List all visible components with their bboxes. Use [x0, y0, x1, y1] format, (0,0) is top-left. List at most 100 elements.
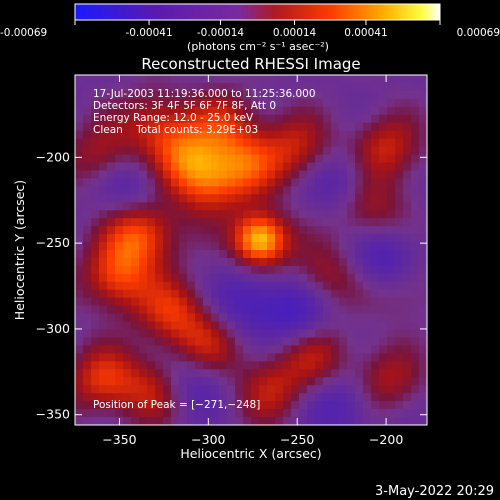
heatmap-cell	[275, 218, 284, 227]
heatmap-cell	[139, 369, 148, 378]
heatmap-cell	[339, 377, 348, 386]
heatmap-cell	[195, 257, 204, 267]
heatmap-cell	[355, 186, 364, 195]
heatmap-cell	[91, 202, 100, 211]
heatmap-cell	[211, 122, 220, 132]
heatmap-cell	[75, 313, 84, 323]
heatmap-cell	[291, 122, 300, 132]
heatmap-cell	[123, 138, 132, 148]
heatmap-cell	[411, 265, 420, 275]
heatmap-cell	[315, 106, 324, 116]
heatmap-cell	[187, 202, 196, 211]
heatmap-cell	[107, 90, 116, 100]
heatmap-cell	[291, 138, 300, 148]
heatmap-cell	[187, 178, 196, 187]
heatmap-cell	[195, 218, 204, 227]
heatmap-cell	[355, 218, 364, 227]
heatmap-cell	[179, 130, 188, 140]
heatmap-cell	[203, 154, 212, 164]
heatmap-cell	[195, 202, 204, 211]
heatmap-cell	[395, 106, 404, 116]
heatmap-cell	[155, 353, 164, 362]
heatmap-cell	[411, 98, 420, 108]
heatmap-cell	[403, 337, 412, 347]
heatmap-cell	[171, 305, 180, 315]
heatmap-cell	[195, 329, 204, 339]
heatmap-cell	[251, 82, 260, 92]
heatmap-cell	[187, 289, 196, 299]
heatmap-cell	[147, 130, 156, 140]
heatmap-cell	[323, 257, 332, 267]
heatmap-cell	[147, 98, 156, 108]
heatmap-cell	[363, 226, 372, 235]
heatmap-cell	[395, 170, 404, 180]
heatmap-cell	[195, 114, 204, 124]
heatmap-cell	[131, 321, 140, 331]
heatmap-cell	[379, 210, 388, 219]
heatmap-cell	[387, 393, 396, 402]
heatmap-cell	[299, 154, 308, 164]
heatmap-cell	[299, 114, 308, 124]
heatmap-cell	[371, 98, 380, 108]
heatmap-cell	[347, 114, 356, 124]
heatmap-cell	[83, 98, 92, 108]
heatmap-cell	[147, 305, 156, 315]
heatmap-cell	[123, 377, 132, 386]
heatmap-cell	[195, 273, 204, 283]
heatmap-cell	[331, 106, 340, 116]
heatmap-cell	[363, 377, 372, 386]
heatmap-cell	[419, 90, 427, 100]
heatmap-cell	[195, 353, 204, 362]
heatmap-cell	[347, 377, 356, 386]
heatmap-cell	[123, 369, 132, 378]
heatmap-cell	[107, 138, 116, 148]
heatmap-cell	[339, 82, 348, 92]
heatmap-cell	[395, 138, 404, 148]
heatmap-cell	[379, 250, 388, 259]
heatmap-cell	[371, 265, 380, 275]
heatmap-cell	[83, 130, 92, 140]
heatmap-cell	[387, 377, 396, 386]
heatmap-cell	[251, 154, 260, 164]
heatmap-cell	[139, 273, 148, 283]
heatmap-cell	[323, 178, 332, 187]
heatmap-cell	[251, 170, 260, 180]
heatmap-cell	[75, 194, 84, 203]
heatmap-cell	[307, 417, 316, 425]
heatmap-cell	[235, 353, 244, 362]
heatmap-cell	[347, 186, 356, 195]
heatmap-cell	[267, 106, 276, 116]
heatmap-cell	[299, 98, 308, 108]
heatmap-cell	[299, 162, 308, 172]
heatmap-cell	[379, 377, 388, 386]
heatmap-cell	[91, 257, 100, 267]
heatmap-cell	[291, 210, 300, 219]
heatmap-cell	[251, 321, 260, 331]
heatmap-cell	[203, 170, 212, 180]
heatmap-cell	[371, 257, 380, 267]
heatmap-cell	[323, 281, 332, 291]
heatmap-cell	[307, 170, 316, 180]
heatmap-cell	[211, 138, 220, 148]
heatmap-cell	[403, 409, 412, 418]
heatmap-cell	[203, 234, 212, 243]
heatmap-cell	[243, 313, 252, 323]
heatmap-cell	[331, 289, 340, 299]
heatmap-cell	[403, 242, 412, 251]
heatmap-cell	[163, 265, 172, 275]
heatmap-cell	[339, 98, 348, 108]
heatmap-cell	[203, 226, 212, 235]
heatmap-cell	[363, 242, 372, 251]
heatmap-cell	[235, 377, 244, 386]
heatmap-cell	[387, 234, 396, 243]
heatmap-cell	[187, 345, 196, 355]
heatmap-cell	[299, 138, 308, 148]
heatmap-cell	[387, 98, 396, 108]
heatmap-cell	[179, 106, 188, 116]
heatmap-cell	[147, 329, 156, 339]
heatmap-cell	[331, 75, 340, 84]
heatmap-cell	[163, 321, 172, 331]
heatmap-cell	[259, 401, 268, 410]
heatmap-cell	[387, 154, 396, 164]
heatmap-cell	[387, 353, 396, 362]
